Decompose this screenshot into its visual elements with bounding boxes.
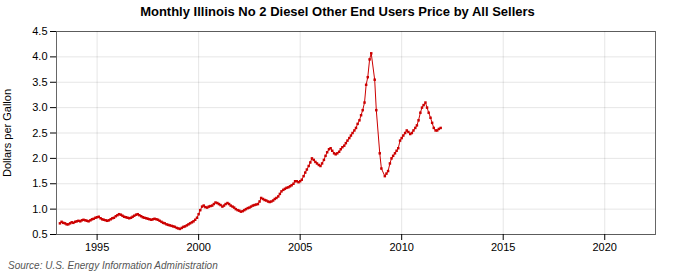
- svg-text:3.0: 3.0: [32, 101, 47, 113]
- svg-text:Dollars per Gallon: Dollars per Gallon: [1, 89, 13, 177]
- html-text:Source: U.S. Energy Informatio: Source: U.S. Energy Information Administ…: [8, 260, 218, 271]
- svg-text:0.5: 0.5: [32, 228, 47, 240]
- svg-text:2.5: 2.5: [32, 127, 47, 139]
- svg-text:4.0: 4.0: [32, 50, 47, 62]
- svg-text:2020: 2020: [592, 241, 616, 253]
- svg-text:2000: 2000: [186, 241, 210, 253]
- svg-text:2015: 2015: [491, 241, 515, 253]
- svg-text:2005: 2005: [288, 241, 312, 253]
- html-text:Monthly Illinois No 2 Diesel O: Monthly Illinois No 2 Diesel Other End U…: [140, 4, 535, 19]
- svg-text:2010: 2010: [389, 241, 413, 253]
- svg-text:2.0: 2.0: [32, 152, 47, 164]
- svg-text:1.5: 1.5: [32, 177, 47, 189]
- svg-text:1.0: 1.0: [32, 203, 47, 215]
- svg-text:1995: 1995: [85, 241, 109, 253]
- svg-text:3.5: 3.5: [32, 76, 47, 88]
- svg-text:4.5: 4.5: [32, 25, 47, 37]
